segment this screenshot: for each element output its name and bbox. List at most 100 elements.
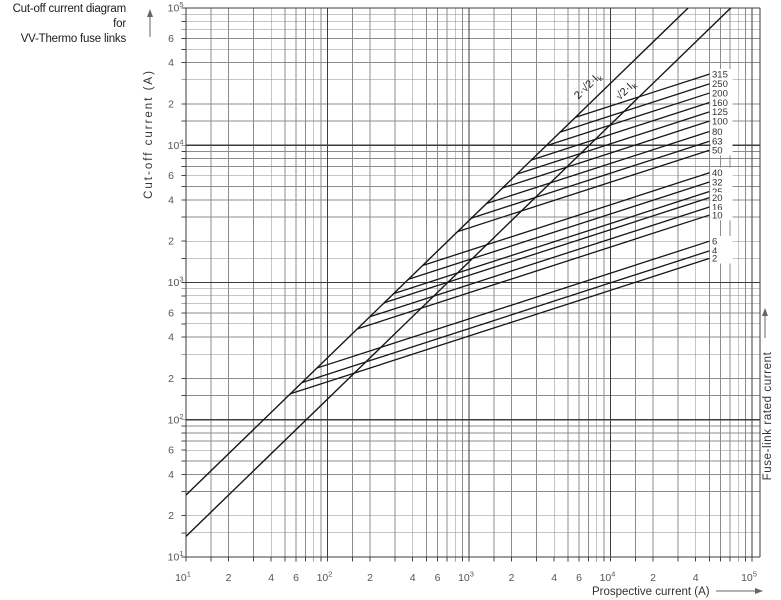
fuse-line-label-63: 63 [712,137,723,148]
chart-title-line2: VV-Thermo fuse links [20,33,126,45]
y-tick-label: 2 [168,510,174,522]
x-tick-label: 4 [268,572,274,584]
fuse-line-label-2: 2 [712,254,717,265]
chart-title-line1: Cut-off current diagram for [12,3,127,30]
y-tick-label: 2 [168,236,174,248]
fuse-line-label-32: 32 [712,177,723,188]
axis-ticks [181,7,753,562]
fuse-line-label-mask [710,186,733,197]
y-tick-label: 6 [168,307,174,319]
y-tick-label: 101 [168,549,184,564]
fuse-line-label-200: 200 [712,88,728,99]
fuse-line-label-mask [710,136,733,147]
fuse-line-label-80: 80 [712,127,723,138]
x-tick-label: 104 [600,570,616,585]
fuse-line-label-mask [710,176,733,188]
x-tick-label: 2 [226,572,232,584]
x-tick-label: 103 [458,570,474,585]
fuse-line-16 [369,206,710,318]
ref-line-2-sqrt2-Ik [185,7,689,496]
fuse-line-label-50: 50 [712,146,723,157]
fuse-line-100 [502,120,710,189]
fuse-line-label-mask [710,115,733,127]
fuse-line-label-160: 160 [712,98,728,109]
fuse-line-32 [408,181,710,280]
fuse-line-label-mask [710,68,733,80]
y-tick-label: 2 [168,98,174,110]
fuse-line-label-40: 40 [712,168,723,179]
y2-axis-title: Fuse-link rated current [762,351,774,480]
y-tick-label: 103 [168,275,184,290]
fuse-line-label-mask [710,201,733,213]
fuse-line-label-10: 10 [712,210,723,221]
fuse-line-label-315: 315 [712,69,728,80]
y-tick-label: 6 [168,170,174,182]
y-axis-tick-labels: 105 6 4 2 104 6 4 2 103 6 4 2 102 6 4 2 101 [168,0,184,564]
x-axis-tick-labels: 101 2 4 6 102 2 4 6 103 2 4 6 104 2 4 105 [175,570,757,585]
x-tick-label: 6 [293,572,299,584]
y-tick-label: 105 [168,0,184,15]
fuse-line-63 [471,140,710,219]
fuse-line-label-125: 125 [712,107,728,118]
fuse-line-25 [393,190,710,295]
fuse-line-label-6: 6 [712,236,717,247]
fuse-lines [290,73,710,395]
fuse-line-label-16: 16 [712,202,723,213]
fuse-line-label-20: 20 [712,193,723,204]
chart-title: Cut-off current diagram for VV-Thermo fu… [0,2,127,47]
fuse-line-label-mask [710,78,733,90]
fuse-line-label-mask [710,87,733,99]
fuse-line-4 [301,250,710,384]
fuse-line-315 [575,73,710,119]
fuse-line-label-mask [710,167,733,178]
x-tick-label: 4 [410,572,416,584]
fuse-line-label-mask [710,235,733,247]
x-tick-label: 6 [576,572,582,584]
fuse-line-label-250: 250 [712,79,728,90]
y-tick-label: 4 [168,332,174,344]
fuse-line-6 [316,240,710,369]
x-axis-title: Prospective current (A) [592,586,710,598]
x-tick-label: 2 [367,572,373,584]
fuse-line-80 [486,130,710,205]
fuse-line-2 [290,257,710,395]
x-tick-label: 4 [693,572,699,584]
fuse-line-label-mask [710,126,733,137]
fuse-line-160 [531,101,710,161]
fuse-line-label-mask [710,145,733,156]
x-tick-label: 105 [741,570,757,585]
y-tick-label: 4 [168,469,174,481]
fuse-line-20 [383,197,710,304]
fuse-line-200 [545,92,710,147]
fuse-line-label-mask [710,97,733,108]
fuse-line-10 [357,214,710,330]
x-tick-label: 4 [551,572,557,584]
fuse-line-label-mask [710,245,733,257]
y-tick-label: 6 [168,33,174,45]
x-tick-label: 2 [509,572,515,584]
fuse-line-label-4: 4 [712,246,717,257]
fuse-line-label-mask [710,106,733,118]
fuse-line-label-mask [710,253,733,264]
x-tick-label: 101 [175,570,191,585]
y-axis-title: Cut-off current (A) [143,69,155,199]
y-tick-label: 102 [168,412,184,427]
fuse-line-label-25: 25 [712,187,723,198]
y-tick-label: 4 [168,194,174,206]
fuse-line-40 [422,172,710,267]
fuse-line-label-mask [710,209,733,221]
y-tick-label: 104 [168,137,184,152]
x-tick-label: 2 [650,572,656,584]
fuse-line-125 [516,111,710,175]
axis-titles: Prospective current (A) Cut-off current (… [143,9,774,598]
fuse-line-250 [559,83,710,133]
fuse-line-50 [457,149,710,233]
x-tick-label: 102 [317,570,333,585]
fuse-line-label-mask [710,192,733,203]
y-tick-label: 2 [168,373,174,385]
x-tick-label: 6 [435,572,441,584]
fuse-line-label-100: 100 [712,116,728,127]
